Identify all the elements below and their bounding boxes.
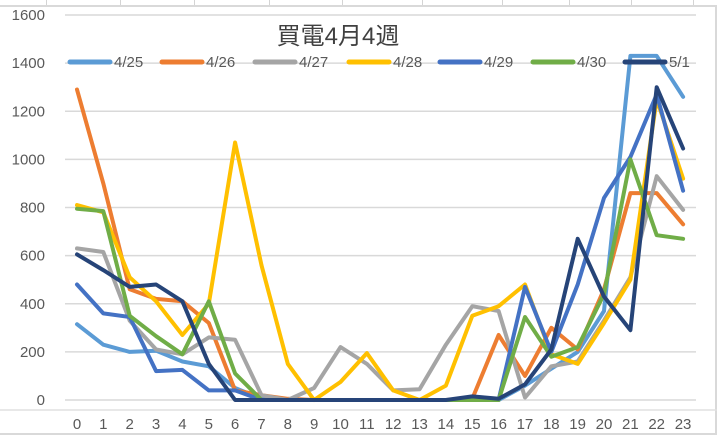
x-tick-label: 17 xyxy=(517,416,534,433)
cell-divider xyxy=(502,0,503,5)
legend-item-4-25: 4/25 xyxy=(67,54,143,71)
y-tick-label: 1400 xyxy=(12,55,45,72)
y-tick-label: 800 xyxy=(20,200,45,217)
legend-item-4-26: 4/26 xyxy=(159,54,235,71)
cell-divider xyxy=(342,0,343,5)
cell-divider xyxy=(269,0,270,5)
x-tick-label: 20 xyxy=(596,416,613,433)
x-tick-label: 12 xyxy=(385,416,402,433)
legend-label: 4/26 xyxy=(206,54,235,71)
cell-divider xyxy=(631,0,632,5)
cell-divider xyxy=(693,0,694,5)
series-line-5-1 xyxy=(75,85,686,402)
legend-item-5-1: 5/1 xyxy=(622,54,690,71)
x-tick-label: 19 xyxy=(569,416,586,433)
cell-divider xyxy=(569,0,570,5)
legend-label: 4/25 xyxy=(114,54,143,71)
y-tick-label: 0 xyxy=(37,392,45,409)
x-tick-label: 10 xyxy=(332,416,349,433)
y-axis-labels: 0 200 400 600 800 1000 1200 1400 1600 xyxy=(12,7,45,409)
y-tick-label: 200 xyxy=(20,344,45,361)
x-tick-label: 8 xyxy=(284,416,292,433)
x-tick-label: 15 xyxy=(464,416,481,433)
cell-divider xyxy=(120,0,121,5)
legend-item-4-29: 4/29 xyxy=(437,54,513,71)
x-tick-label: 23 xyxy=(675,416,692,433)
cell-divider xyxy=(422,0,423,5)
x-tick-label: 0 xyxy=(73,416,81,433)
x-tick-label: 11 xyxy=(359,416,375,433)
cell-divider xyxy=(194,0,195,5)
x-tick-label: 5 xyxy=(205,416,213,433)
y-tick-label: 1000 xyxy=(12,151,45,168)
y-tick-label: 1200 xyxy=(12,103,45,120)
x-tick-label: 4 xyxy=(178,416,186,433)
x-tick-label: 6 xyxy=(231,416,239,433)
legend-label: 5/1 xyxy=(669,54,690,71)
x-tick-label: 22 xyxy=(648,416,665,433)
x-tick-label: 16 xyxy=(490,416,507,433)
y-tick-label: 400 xyxy=(20,296,45,313)
legend-label: 4/27 xyxy=(299,54,328,71)
cell-divider xyxy=(46,0,47,5)
x-tick-label: 1 xyxy=(99,416,107,433)
series-line-4-30 xyxy=(75,157,686,402)
x-tick-label: 21 xyxy=(622,416,639,433)
x-tick-label: 14 xyxy=(438,416,455,433)
x-tick-label: 13 xyxy=(411,416,428,433)
legend-label: 4/30 xyxy=(577,54,606,71)
legend-item-4-28: 4/28 xyxy=(346,54,422,71)
x-tick-label: 7 xyxy=(257,416,265,433)
x-tick-label: 2 xyxy=(126,416,134,433)
series-line-4-27 xyxy=(75,174,686,402)
x-tick-label: 3 xyxy=(152,416,160,433)
legend-item-4-27: 4/27 xyxy=(252,54,328,71)
series-lines xyxy=(75,53,686,402)
chart-title: 買電4月4週 xyxy=(277,23,400,50)
series-line-4-25 xyxy=(75,53,686,402)
legend-label: 4/28 xyxy=(393,54,422,71)
y-tick-label: 600 xyxy=(20,248,45,265)
legend: 4/25 4/26 4/27 4/28 4/29 4/30 5/1 xyxy=(67,54,690,71)
legend-item-4-30: 4/30 xyxy=(530,54,606,71)
y-tick-label: 1600 xyxy=(12,7,45,24)
x-tick-label: 9 xyxy=(310,416,318,433)
x-tick-label: 18 xyxy=(543,416,560,433)
series-line-4-28 xyxy=(75,97,686,402)
legend-label: 4/29 xyxy=(484,54,513,71)
x-axis-labels: 0 1 2 3 4 5 6 7 8 9 10 11 12 13 14 15 16 17 18 19 20 21 22 23 xyxy=(0,409,717,433)
